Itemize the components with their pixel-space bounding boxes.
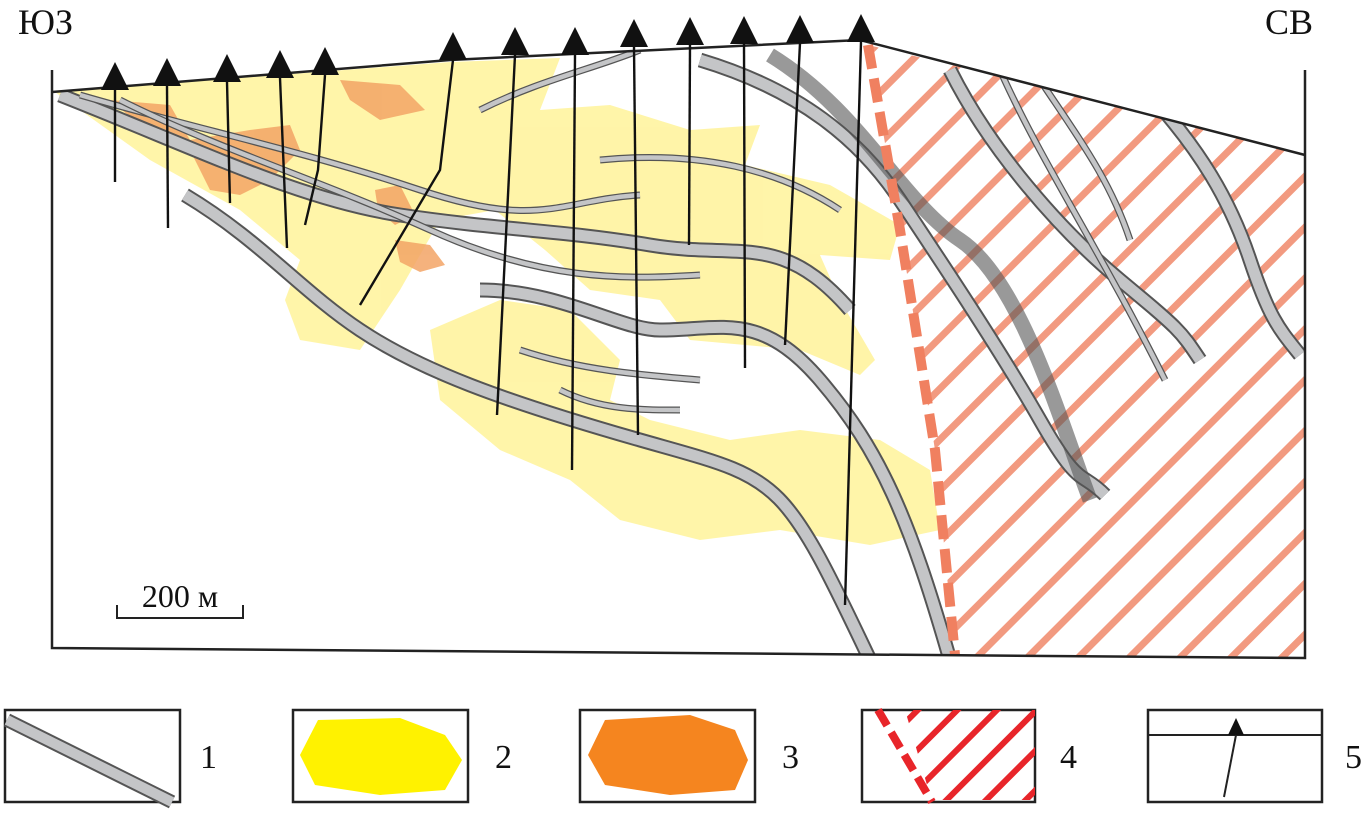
hatched-zone bbox=[868, 45, 1305, 658]
boreholes bbox=[101, 14, 875, 606]
section-fill bbox=[55, 45, 1305, 658]
scale-label: 200 м bbox=[142, 578, 218, 614]
scale-bar: 200 м bbox=[116, 578, 244, 619]
direction-label: ЮЗ bbox=[18, 2, 73, 42]
surface-line bbox=[51, 38, 1306, 157]
legend-label: 4 bbox=[1060, 739, 1077, 776]
section-frame bbox=[50, 70, 1307, 660]
legend: 1 2 3 4 5 bbox=[3, 707, 1362, 809]
legend-label: 3 bbox=[782, 739, 799, 776]
direction-label: СВ bbox=[1265, 2, 1313, 42]
legend-label: 5 bbox=[1345, 739, 1362, 776]
legend-label: 2 bbox=[495, 739, 512, 776]
gray-bands bbox=[57, 46, 1305, 658]
legend-label: 1 bbox=[200, 739, 217, 776]
fault-line bbox=[863, 44, 960, 656]
